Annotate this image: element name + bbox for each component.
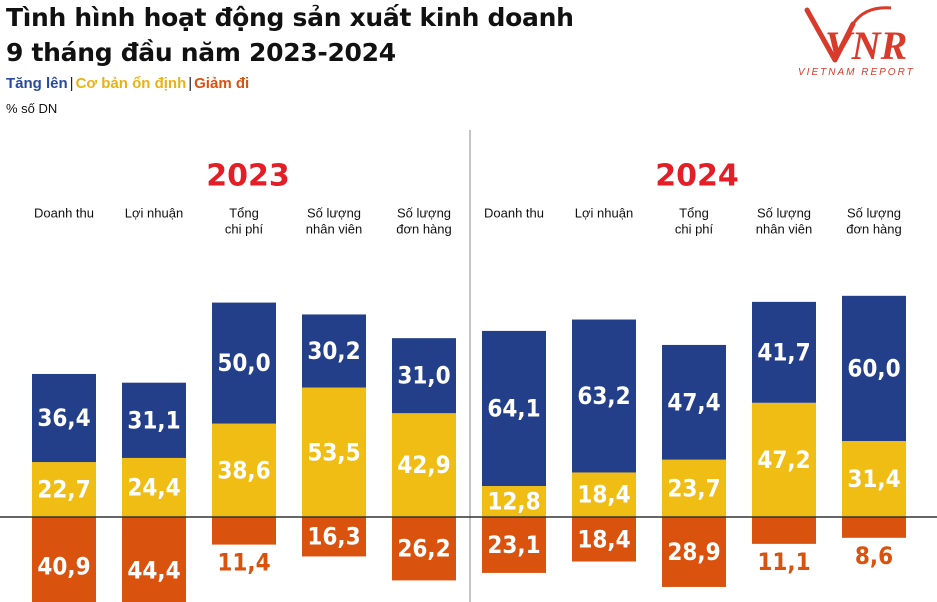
chart-title-line-1: Tình hình hoạt động sản xuất kinh doanh [6, 3, 574, 32]
category-label: Lợi nhuận [125, 206, 183, 221]
category-label: nhân viên [306, 222, 362, 237]
category-label: Số lượng [757, 206, 811, 221]
legend-increase: Tăng lên [6, 75, 68, 92]
unit-label: % số DN [6, 101, 58, 116]
bar-decrease [572, 517, 636, 562]
data-label-stable: 47,2 [757, 446, 810, 474]
data-label-stable: 53,5 [307, 438, 360, 466]
logo-mark: VNR [825, 23, 907, 68]
category-label: chi phí [225, 222, 264, 237]
logo-swoosh-tail [851, 6, 892, 25]
bar-stable [392, 413, 456, 517]
data-label-stable: 38,6 [217, 456, 270, 484]
bar-decrease [662, 517, 726, 587]
category-label: Số lượng [847, 206, 901, 221]
bar-increase [122, 382, 186, 458]
legend-stable: Cơ bản ổn định [75, 75, 187, 92]
data-label-decrease: 18,4 [577, 525, 630, 553]
legend-separator: | [69, 75, 74, 92]
category-label: đơn hàng [846, 222, 902, 237]
bar-decrease [122, 517, 186, 602]
category-label: Doanh thu [484, 206, 544, 221]
data-label-decrease: 28,9 [667, 538, 720, 566]
bar-decrease [392, 517, 456, 581]
bar-increase [662, 344, 726, 460]
data-label-decrease: 44,4 [127, 557, 180, 585]
bar-decrease [752, 517, 816, 544]
data-label-increase: 31,0 [397, 362, 450, 390]
logo-swoosh [804, 7, 856, 63]
data-label-stable: 12,8 [487, 488, 540, 516]
bar-decrease [482, 517, 546, 573]
bar-stable [752, 402, 816, 517]
bar-stable [32, 462, 96, 517]
bar-stable [662, 459, 726, 517]
data-label-decrease: 16,3 [307, 523, 360, 551]
data-label-stable: 24,4 [127, 473, 180, 501]
bar-increase [32, 373, 96, 463]
bar-stable [212, 423, 276, 517]
bar-decrease [842, 517, 906, 538]
data-label-stable: 23,7 [667, 474, 720, 502]
data-label-stable: 31,4 [847, 465, 900, 493]
vietnam-report-logo: VNR [804, 6, 907, 68]
bar-stable [842, 441, 906, 517]
data-label-increase: 64,1 [487, 394, 540, 422]
bar-decrease [32, 517, 96, 602]
data-label-increase: 36,4 [37, 404, 90, 432]
category-label: Tổng [229, 206, 259, 221]
bar-stable [122, 457, 186, 517]
legend-decrease: Giảm đi [194, 75, 250, 92]
data-label-increase: 31,1 [127, 406, 180, 434]
year-label-2023: 2023 [206, 159, 290, 194]
bar-stable [572, 472, 636, 517]
data-label-increase: 60,0 [847, 354, 900, 382]
data-label-decrease: 11,1 [757, 548, 810, 576]
category-label: Tổng [679, 206, 709, 221]
legend: Tăng lên | Cơ bản ổn định | Giảm đi [6, 75, 249, 92]
data-label-stable: 18,4 [577, 481, 630, 509]
data-label-decrease: 40,9 [37, 552, 90, 580]
data-label-stable: 22,7 [37, 476, 90, 504]
data-label-decrease: 8,6 [855, 542, 893, 570]
data-label-increase: 63,2 [577, 382, 630, 410]
bar-increase [302, 314, 366, 388]
category-label: Lợi nhuận [575, 206, 633, 221]
data-label-increase: 41,7 [757, 338, 810, 366]
category-label: Doanh thu [34, 206, 94, 221]
chart-title: Tình hình hoạt động sản xuất kinh doanh … [6, 0, 574, 70]
bar-decrease [302, 517, 366, 557]
bar-increase [212, 302, 276, 424]
category-label: Số lượng [307, 206, 361, 221]
legend-separator: | [188, 75, 193, 92]
category-label: nhân viên [756, 222, 812, 237]
bar-increase [752, 301, 816, 403]
bar-increase [482, 330, 546, 487]
bar-increase [572, 319, 636, 473]
logo-subtitle: VIETNAM REPORT [798, 67, 915, 78]
data-label-increase: 47,4 [667, 388, 720, 416]
data-label-decrease: 23,1 [487, 531, 540, 559]
chart-title-line-2: 9 tháng đầu năm 2023-2024 [6, 38, 396, 67]
bar-increase [392, 338, 456, 414]
year-label-2024: 2024 [655, 159, 739, 194]
category-label: chi phí [675, 222, 714, 237]
bar-decrease [212, 517, 276, 545]
data-label-increase: 30,2 [307, 337, 360, 365]
data-label-decrease: 26,2 [397, 535, 450, 563]
bar-stable [482, 486, 546, 517]
bar-stable [302, 387, 366, 517]
data-label-increase: 50,0 [217, 349, 270, 377]
category-label: Số lượng [397, 206, 451, 221]
category-label: đơn hàng [396, 222, 452, 237]
data-label-stable: 42,9 [397, 451, 450, 479]
bar-increase [842, 295, 906, 442]
data-label-decrease: 11,4 [217, 549, 270, 577]
